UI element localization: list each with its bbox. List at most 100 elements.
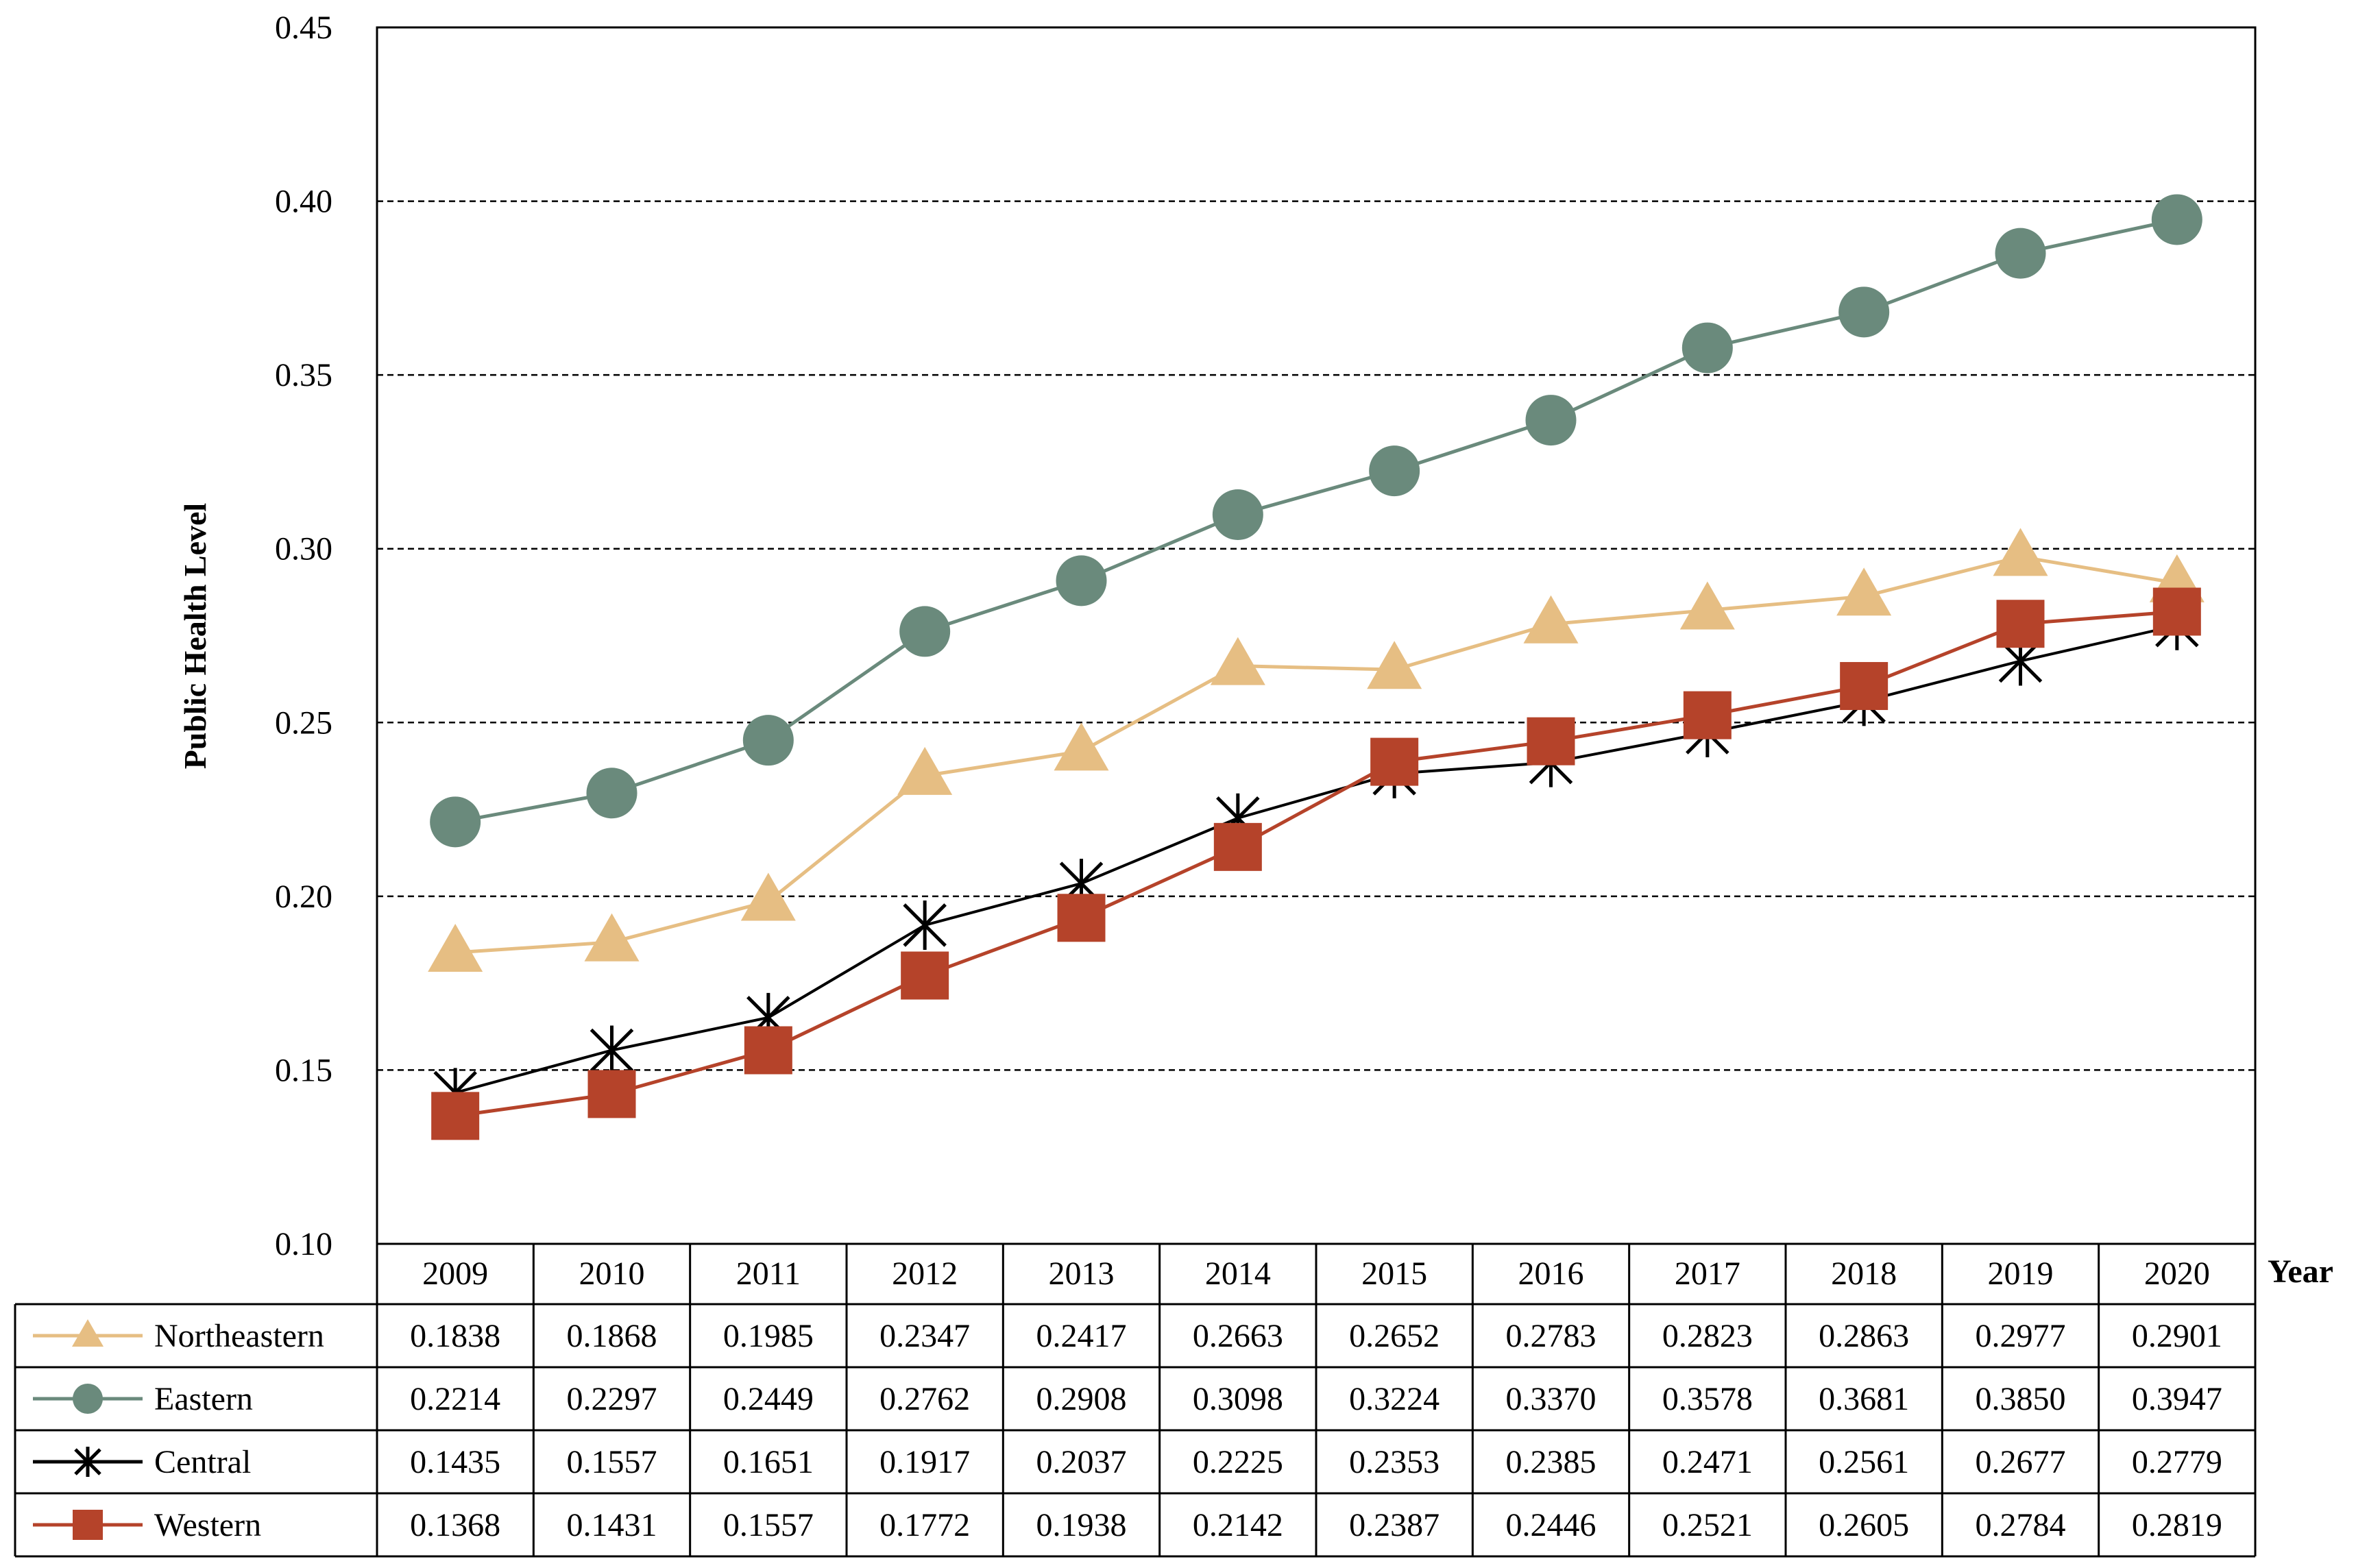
data-point-square: [1370, 737, 1419, 786]
legend-label: Western: [154, 1507, 261, 1543]
data-point-circle: [1369, 445, 1420, 497]
y-tick-label: 0.20: [275, 879, 332, 915]
series-northeastern: [428, 528, 2205, 972]
y-axis: 0.10 0.15 0.20 0.25 0.30 0.35 0.40 0.45: [275, 10, 332, 1262]
table-cell-value: 0.3681: [1819, 1381, 1909, 1417]
data-point-triangle: [1836, 567, 1892, 616]
data-point-asterisk: [903, 900, 947, 950]
data-point-triangle: [1367, 641, 1422, 689]
data-point-triangle: [1523, 595, 1579, 644]
table-cell-value: 0.3578: [1662, 1381, 1753, 1417]
table-cell-value: 0.2387: [1349, 1507, 1440, 1543]
table-cell-value: 0.2779: [2132, 1444, 2222, 1480]
year-label: 2018: [1831, 1255, 1897, 1292]
y-tick-label: 0.25: [275, 705, 332, 741]
table-cell-value: 0.2521: [1662, 1507, 1753, 1543]
table-cell-value: 0.2347: [879, 1318, 970, 1354]
data-table: 2009 2010 2011 2012 2013 2014 2015 2016 2017 2018…: [14, 1242, 2257, 1558]
legend-label: Eastern: [154, 1381, 253, 1417]
table-cell-value: 0.1868: [567, 1318, 657, 1354]
data-point-triangle: [584, 913, 640, 961]
table-row-eastern: Eastern 0.2214 0.2297 0.2449 0.2762 0.2908 0.3…: [33, 1381, 2222, 1417]
data-point-triangle: [1679, 581, 1735, 630]
y-tick-label: 0.35: [275, 357, 332, 393]
table-cell-value: 0.2417: [1036, 1318, 1127, 1354]
table-cell-value: 0.1368: [410, 1507, 500, 1543]
series-eastern: [430, 194, 2202, 848]
table-cell-value: 0.2652: [1349, 1318, 1440, 1354]
table-cell-value: 0.3947: [2132, 1381, 2222, 1417]
y-axis-label: Public Health Level: [178, 503, 212, 769]
data-point-triangle: [1993, 528, 2048, 576]
table-cell-value: 0.2783: [1506, 1318, 1596, 1354]
table-row-northeastern: Northeastern 0.1838 0.1868 0.1985 0.2347 0.24…: [33, 1318, 2222, 1354]
table-cell-value: 0.2385: [1506, 1444, 1596, 1480]
table-cell-value: 0.3850: [1976, 1381, 2066, 1417]
table-cell-value: 0.3370: [1506, 1381, 1596, 1417]
year-label: 2012: [892, 1255, 958, 1292]
table-cell-value: 0.1985: [723, 1318, 814, 1354]
data-point-square: [1057, 894, 1106, 942]
legend-key: [33, 1384, 143, 1414]
data-point-square: [1996, 600, 2045, 648]
year-label: 2009: [422, 1255, 488, 1292]
table-cell-value: 0.1435: [410, 1444, 500, 1480]
data-point-triangle: [1054, 722, 1109, 771]
table-cell-value: 0.2677: [1976, 1444, 2066, 1480]
table-cell-value: 0.2663: [1193, 1318, 1283, 1354]
table-cell-value: 0.2901: [2132, 1318, 2222, 1354]
series-line: [454, 218, 2178, 824]
table-cell-value: 0.1772: [879, 1507, 970, 1543]
table-cell-value: 0.2977: [1976, 1318, 2066, 1354]
legend-marker-asterisk: [74, 1447, 101, 1477]
table-cell-value: 0.2214: [410, 1381, 500, 1417]
data-point-circle: [742, 715, 794, 766]
table-cell-value: 0.2353: [1349, 1444, 1440, 1480]
data-point-triangle: [740, 872, 796, 921]
table-cell-value: 0.2863: [1819, 1318, 1909, 1354]
y-tick-label: 0.10: [275, 1226, 332, 1262]
data-point-circle: [1838, 286, 1890, 338]
series-line: [454, 610, 2178, 1118]
data-point-square: [901, 951, 949, 1000]
data-point-circle: [430, 796, 481, 848]
data-point-square: [744, 1026, 792, 1075]
table-cell-value: 0.1557: [723, 1507, 814, 1543]
table-cell-value: 0.2297: [567, 1381, 657, 1417]
table-cell-value: 0.3224: [1349, 1381, 1440, 1417]
year-label: 2014: [1205, 1255, 1271, 1292]
year-label: 2016: [1518, 1255, 1584, 1292]
year-label: 2015: [1361, 1255, 1427, 1292]
data-point-circle: [1681, 322, 1733, 373]
data-point-square: [1527, 717, 1575, 765]
table-cell-value: 0.1651: [723, 1444, 814, 1480]
table-cell-value: 0.3098: [1193, 1381, 1283, 1417]
legend-marker-circle: [73, 1384, 103, 1414]
table-cell-value: 0.2037: [1036, 1444, 1127, 1480]
legend-marker-triangle: [72, 1319, 104, 1347]
series-lines: [428, 194, 2205, 1140]
y-tick-label: 0.30: [275, 531, 332, 567]
y-tick-label: 0.45: [275, 10, 332, 46]
legend-label: Northeastern: [154, 1318, 324, 1354]
plot-area: [376, 26, 2257, 1245]
data-point-circle: [1212, 489, 1263, 541]
legend-key: [33, 1319, 143, 1347]
year-label: 2017: [1675, 1255, 1740, 1292]
legend-key: [33, 1447, 143, 1477]
data-point-square: [1213, 822, 1262, 871]
legend-key: [33, 1510, 143, 1540]
legend-label: Central: [154, 1444, 251, 1480]
table-row-western: Western 0.1368 0.1431 0.1557 0.1772 0.1938 0.2…: [33, 1507, 2222, 1543]
data-point-square: [1683, 691, 1732, 739]
table-cell-value: 0.2471: [1662, 1444, 1753, 1480]
table-cell-value: 0.2819: [2132, 1507, 2222, 1543]
table-cell-value: 0.1557: [567, 1444, 657, 1480]
table-cell-value: 0.2446: [1506, 1507, 1596, 1543]
data-point-circle: [1995, 228, 2046, 279]
table-cell-value: 0.2225: [1193, 1444, 1283, 1480]
data-point-square: [1840, 662, 1889, 711]
year-label: 2013: [1049, 1255, 1115, 1292]
data-point-triangle: [897, 746, 953, 795]
